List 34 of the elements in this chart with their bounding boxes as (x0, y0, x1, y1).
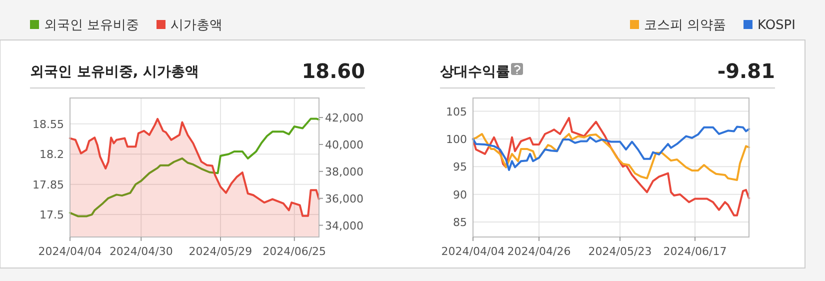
legend-label: 외국인 보유비중 (44, 18, 140, 33)
legend-label: 코스피 의약품 (644, 18, 726, 33)
y-tick-label: 17.5 (40, 208, 64, 222)
x-tick-label: 2024/05/29 (188, 245, 252, 258)
y2-tick-label: 36,000 (325, 192, 364, 206)
y-tick-label: 17.85 (32, 178, 64, 192)
y-tick-label: 95 (453, 160, 467, 174)
y2-tick-label: 42,000 (325, 112, 364, 125)
chart-title: 상대수익률 (440, 64, 510, 80)
line-series (472, 132, 750, 181)
x-tick-label: 2024/04/04 (38, 245, 102, 258)
y2-tick-label: 40,000 (325, 138, 364, 152)
y-tick-label: 85 (453, 216, 467, 230)
x-tick-label: 2024/04/30 (109, 245, 173, 258)
x-tick-label: 2024/06/17 (663, 245, 727, 258)
line-series (472, 126, 750, 171)
y-tick-label: 105 (446, 105, 467, 118)
x-tick-label: 2024/06/25 (262, 245, 326, 258)
legend-label: KOSPI (758, 18, 796, 33)
x-tick-label: 2024/04/04 (441, 245, 505, 258)
line-series (472, 116, 750, 216)
y-tick-label: 18.55 (32, 118, 64, 131)
y-tick-label: 100 (446, 132, 467, 146)
y2-tick-label: 38,000 (325, 165, 364, 178)
legend-label: 시가총액 (170, 18, 222, 33)
y2-tick-label: 34,000 (325, 219, 364, 232)
y-tick-label: 90 (453, 188, 467, 202)
x-tick-label: 2024/04/26 (507, 245, 571, 258)
text: 18.60 (302, 59, 365, 83)
text: -9.81 (717, 59, 775, 83)
chart-title: 외국인 보유비중, 시가총액 (30, 64, 200, 80)
x-tick-label: 2024/05/23 (588, 245, 652, 258)
line-series (69, 118, 320, 218)
y-tick-label: 18.2 (40, 148, 64, 162)
